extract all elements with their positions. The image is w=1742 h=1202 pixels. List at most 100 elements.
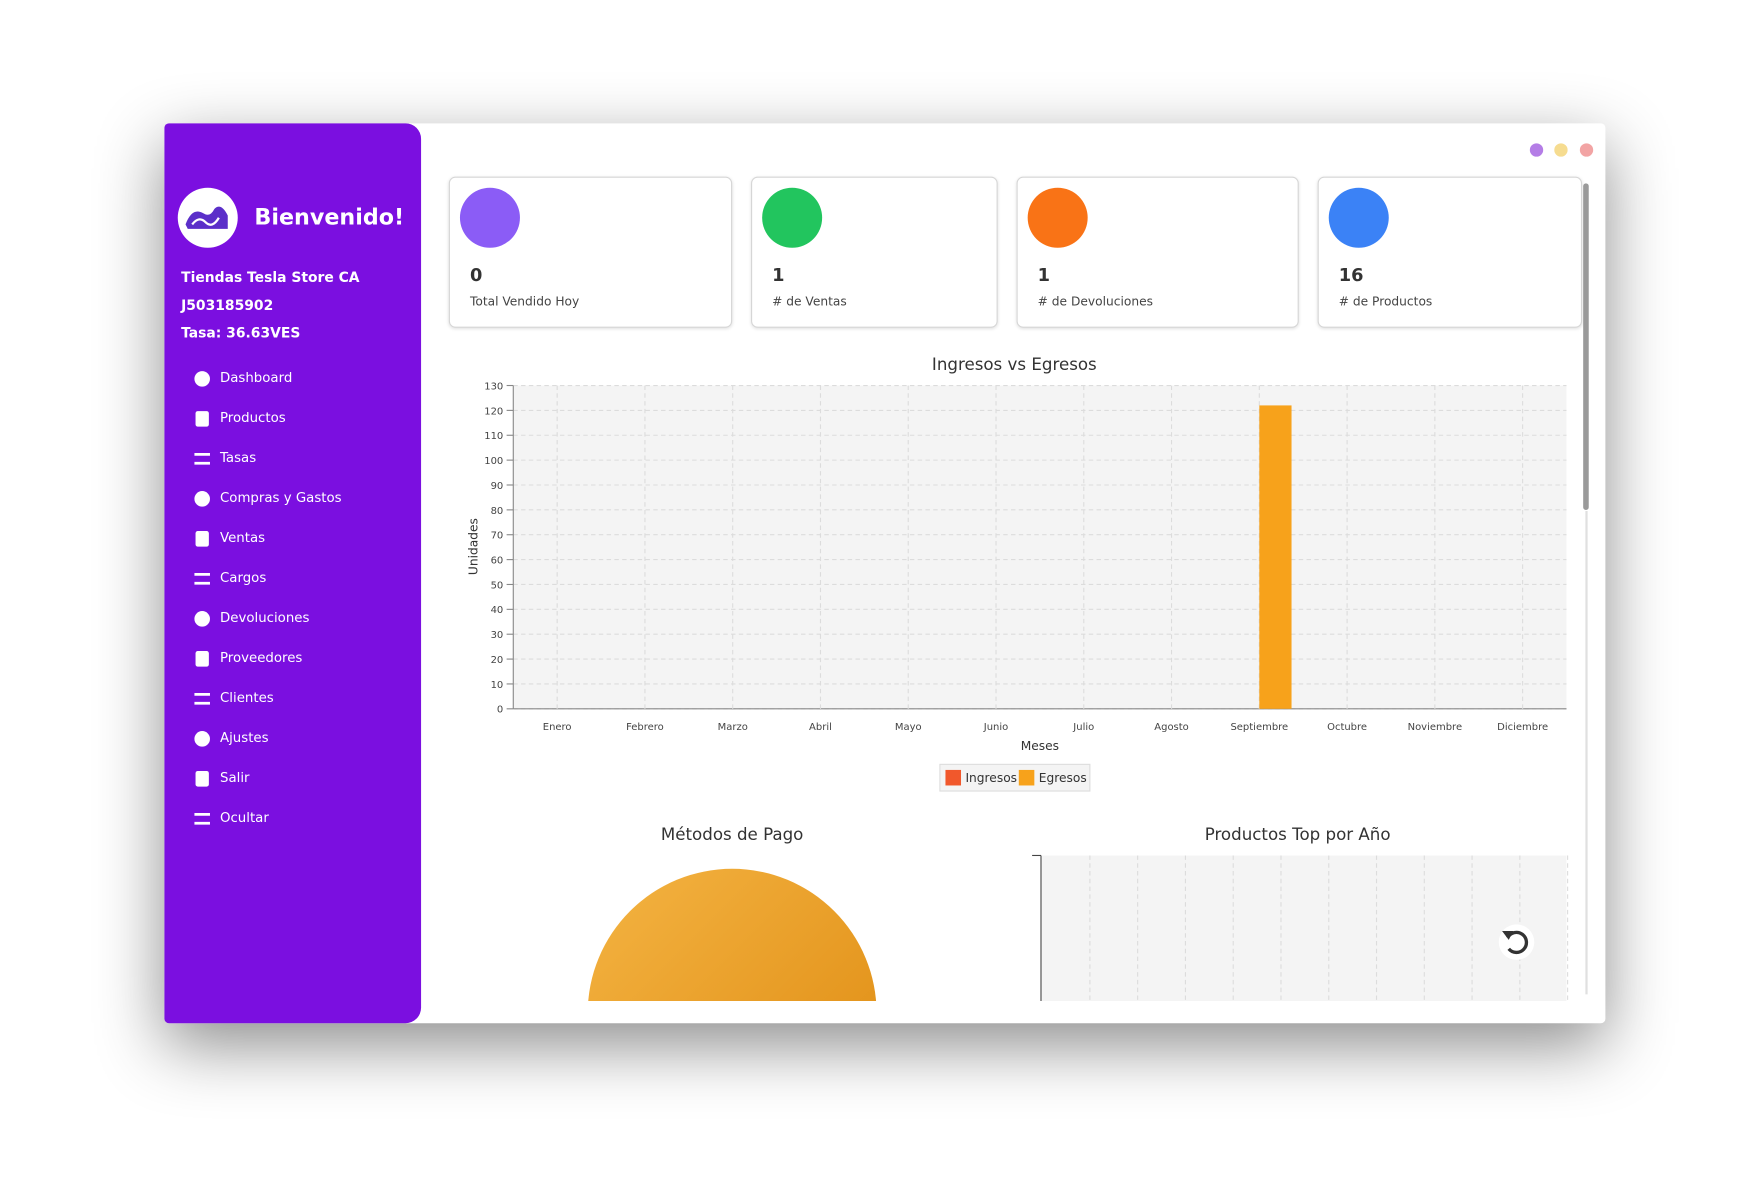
menu-label: Devoluciones — [219, 609, 310, 626]
x-tick-label: Octubre — [1327, 722, 1367, 733]
card-label: # de Productos — [1338, 294, 1433, 309]
legend-label: Ingresos — [965, 771, 1017, 785]
menu-label: Tasas — [219, 449, 257, 466]
y-tick-label: 80 — [491, 506, 504, 517]
menu-item[interactable]: Productos — [164, 410, 421, 437]
menu-label: Salir — [219, 769, 250, 786]
x-tick-label: Febrero — [626, 722, 664, 733]
menu-icon — [195, 771, 209, 787]
x-axis-label: Meses — [1021, 739, 1059, 753]
menu-icon — [194, 491, 210, 507]
x-tick-label: Julio — [1072, 722, 1094, 733]
y-tick-label: 70 — [491, 531, 504, 542]
y-tick-label: 60 — [491, 555, 504, 566]
card-label: Total Vendido Hoy — [469, 294, 580, 309]
y-axis-label: Unidades — [467, 518, 481, 575]
scrollbar[interactable] — [1583, 183, 1589, 510]
card-value: 16 — [1338, 264, 1364, 286]
menu-label: Cargos — [219, 569, 267, 586]
x-tick-label: Septiembre — [1230, 722, 1288, 733]
menu-icon — [195, 411, 209, 427]
menu-item[interactable]: Ajustes — [164, 730, 421, 757]
plot-area — [1042, 855, 1567, 1002]
legend — [939, 763, 1091, 792]
card-value: 0 — [469, 264, 483, 286]
menu-icon — [194, 572, 210, 585]
plot-area — [513, 385, 1567, 709]
menu-icon — [194, 611, 210, 627]
menu-item[interactable]: Proveedores — [164, 650, 421, 677]
menu-label: Compras y Gastos — [219, 489, 342, 506]
stat-card: 0 Total Vendido Hoy — [448, 176, 733, 328]
store-id: J503185902 — [181, 296, 274, 314]
stat-card: 1 # de Ventas — [751, 176, 998, 328]
sidebar: Bienvenido! Tiendas Tesla Store CA J5031… — [164, 123, 422, 1024]
card-value: 1 — [772, 264, 785, 286]
y-tick-label: 0 — [497, 705, 503, 716]
menu-label: Dashboard — [219, 369, 293, 386]
menu-item[interactable]: Compras y Gastos — [164, 490, 421, 517]
card-icon — [762, 187, 823, 248]
pie — [588, 868, 877, 1002]
card-label: # de Ventas — [772, 294, 847, 309]
menu-label: Ventas — [219, 529, 266, 546]
legend-swatch — [1018, 769, 1035, 786]
menu-label: Proveedores — [219, 649, 303, 666]
y-tick-label: 50 — [491, 580, 504, 591]
window-dot[interactable] — [1554, 143, 1568, 157]
store-name: Tiendas Tesla Store CA — [181, 268, 360, 286]
y-tick-label: 100 — [484, 456, 503, 467]
x-tick-label: Enero — [543, 722, 572, 733]
legend-label: Egresos — [1039, 771, 1087, 785]
menu-icon — [194, 812, 210, 825]
x-tick-label: Junio — [983, 722, 1008, 733]
y-tick-label: 90 — [491, 481, 504, 492]
menu-label: Productos — [219, 409, 286, 426]
y-tick-label: 110 — [484, 431, 503, 442]
logo — [177, 187, 238, 248]
menu-icon — [194, 731, 210, 747]
chart-title: Ingresos vs Egresos — [932, 355, 1097, 374]
exchange-rate: Tasa: 36.63VES — [181, 324, 301, 342]
chart-title: Productos Top por Año — [1205, 825, 1391, 844]
y-tick-label: 30 — [491, 630, 504, 641]
x-tick-label: Abril — [809, 722, 832, 733]
greeting: Bienvenido! — [254, 203, 405, 230]
y-tick-label: 20 — [491, 655, 504, 666]
y-tick-label: 130 — [484, 381, 503, 392]
x-tick-label: Noviembre — [1408, 722, 1463, 733]
menu-item[interactable]: Devoluciones — [164, 610, 421, 637]
window-dot[interactable] — [1529, 143, 1544, 157]
chart-title: Métodos de Pago — [661, 825, 803, 844]
menu-icon — [194, 692, 210, 705]
menu-icon — [194, 453, 210, 465]
legend-swatch — [945, 769, 962, 786]
y-tick-label: 120 — [484, 406, 503, 417]
window-dot[interactable] — [1579, 143, 1594, 157]
menu-item[interactable]: Ocultar — [164, 810, 421, 837]
refresh-button[interactable] — [1498, 924, 1535, 960]
menu-item[interactable]: Salir — [164, 770, 421, 797]
menu-item[interactable]: Tasas — [164, 450, 421, 477]
card-icon — [459, 187, 520, 248]
menu-label: Ajustes — [219, 729, 269, 746]
menu-item[interactable]: Dashboard — [164, 370, 421, 397]
menu-item[interactable]: Ventas — [164, 530, 421, 557]
menu-item[interactable]: Clientes — [164, 690, 421, 717]
menu-item[interactable]: Cargos — [164, 570, 421, 597]
card-label: # de Devoluciones — [1037, 294, 1153, 309]
menu-icon — [194, 371, 210, 387]
x-tick-label: Marzo — [718, 722, 748, 733]
card-icon — [1027, 187, 1088, 248]
x-tick-label: Mayo — [895, 722, 922, 733]
menu-label: Clientes — [219, 689, 274, 706]
card-icon — [1328, 187, 1389, 248]
stat-card: 16 # de Productos — [1317, 176, 1583, 328]
stat-card: 1 # de Devoluciones — [1016, 176, 1299, 328]
menu-icon — [195, 531, 209, 547]
y-tick-label: 40 — [491, 605, 504, 616]
x-tick-label: Diciembre — [1497, 722, 1548, 733]
